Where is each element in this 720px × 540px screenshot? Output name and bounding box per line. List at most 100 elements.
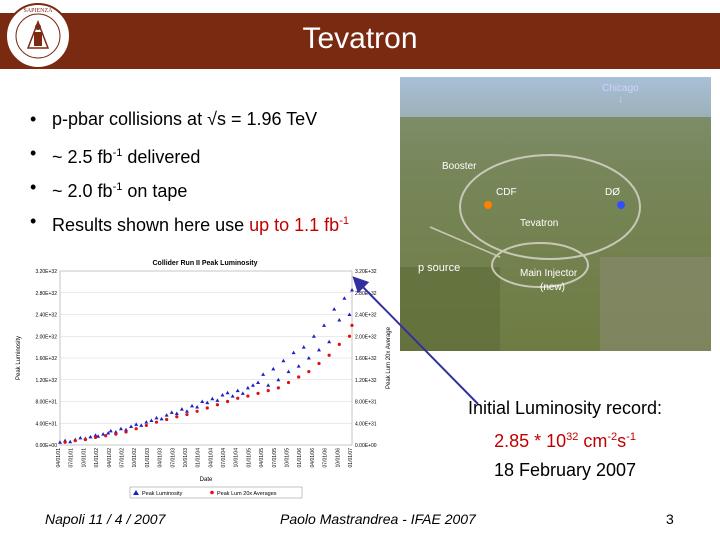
label-cdf: CDF [496,187,517,198]
peak-point [58,440,62,444]
peak-point [311,334,316,338]
x-tick-label: 01/01/04 [196,448,202,468]
avg-point [83,437,87,442]
peak-point [93,433,98,437]
y-tick-label: 2.40E+32 [35,313,57,319]
avg-point [104,434,108,438]
slide-title: Tevatron [302,22,418,55]
peak-point [256,380,261,384]
peak-point [250,383,255,387]
x-tick-label: 04/01/01 [56,448,62,468]
avg-point [144,423,148,428]
x-tick-label: 04/01/05 [259,448,265,468]
peak-point [108,428,113,433]
peak-point [210,396,215,401]
x-tick-label: 10/01/01 [81,448,87,468]
x-tick-label: 10/01/04 [234,448,240,468]
svg-text:SAPIENZA: SAPIENZA [23,8,53,14]
x-tick-label: 01/01/07 [348,448,354,468]
bullet-item: Results shown here use up to 1.1 fb-1 [30,210,349,244]
peak-point [332,307,337,311]
legend [129,486,303,499]
title-bar [0,13,720,69]
x-tick-label: 10/01/03 [183,448,189,468]
label-d0: DØ [605,187,620,198]
bullet-item: ~ 2.5 fb-1 delivered [30,142,349,176]
y-tick-label-right: 1.60E+32 [355,356,377,362]
peak-point [230,394,235,398]
avg-point [297,375,301,379]
label-chicago: Chicago [602,83,639,94]
bullet-item: p-pbar collisions at √s = 1.96 TeV [30,108,349,142]
avg-point [114,432,118,436]
label-booster: Booster [442,161,477,172]
peak-point [205,400,210,405]
peak-point [296,364,301,368]
y-tick-label: 8.00E+31 [35,400,57,406]
x-tick-label: 07/01/01 [69,448,75,468]
avg-point [134,427,138,431]
y-tick-label: 2.80E+32 [35,291,57,297]
x-tick-label: 07/01/05 [272,448,278,468]
x-tick-label: 01/01/05 [246,448,252,468]
peak-point [316,347,321,352]
luminosity-record: Initial Luminosity record: 2.85 * 1032 c… [467,398,663,480]
y-tick-label: 1.20E+32 [35,378,57,384]
peak-point [113,429,118,434]
y-tick-label-right: 2.00E+32 [355,334,377,340]
label-p-source: p source [418,262,460,274]
legend-peak-marker [133,490,139,495]
bullet-list: p-pbar collisions at √s = 1.96 TeV ~ 2.5… [30,108,349,244]
peak-point [266,383,271,387]
avg-point [347,334,352,338]
avg-point [286,380,291,385]
avg-point [124,430,128,434]
chart-title: Collider Run II Peak Luminosity [152,260,257,267]
peak-point [240,391,245,395]
peak-point [195,404,200,409]
x-tick-label: 04/01/04 [208,448,214,468]
avg-point [195,409,199,413]
peak-point [301,345,306,349]
peak-point [337,317,342,322]
x-tick-label: 07/01/03 [170,448,176,468]
tevatron-aerial-photo: Chicago ↓ Booster CDF DØ Tevatron p sour… [400,77,711,351]
x-tick-label: 10/01/05 [285,448,291,468]
peak-point [271,366,276,371]
x-tick-label: 07/01/06 [323,448,329,468]
peak-point [220,392,225,397]
peak-point [179,407,184,411]
x-tick-label: 04/01/06 [310,448,316,468]
avg-point [256,391,260,395]
peak-point [286,369,291,374]
y-tick-label-right: 2.80E+32 [355,291,377,297]
luminosity-chart: Collider Run II Peak Luminosity 3.20E+32… [12,255,398,502]
avg-point [63,440,67,444]
x-axis-label: Date [200,477,213,483]
avg-point [327,353,331,357]
avg-point [185,412,189,417]
avg-point [350,323,354,327]
peak-point [291,350,296,355]
avg-point [337,342,341,347]
peak-point [276,377,281,382]
y-tick-label-right: 8.00E+31 [355,400,377,406]
y-tick-label: 3.20E+32 [35,269,57,275]
avg-point [246,394,250,398]
peak-point [261,372,266,376]
peak-point [101,432,106,436]
y-tick-label: 4.00E+31 [35,421,57,427]
avg-point [266,389,270,393]
peak-point [96,434,101,438]
peak-point [124,427,129,432]
avg-point [93,435,98,439]
arrow-down-icon: ↓ [618,94,623,105]
y-tick-label-right: 3.20E+32 [355,269,377,275]
peak-point [322,323,327,327]
peak-point [144,420,149,424]
peak-point [129,424,134,429]
peak-point [149,418,154,423]
avg-point [236,396,240,400]
x-tick-label: 10/01/06 [335,448,341,468]
peak-point [169,410,174,414]
